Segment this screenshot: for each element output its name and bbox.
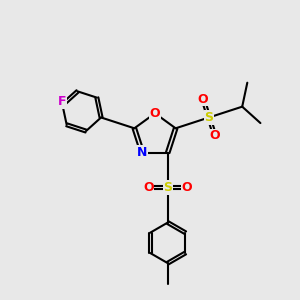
Text: F: F <box>58 95 67 108</box>
Text: O: O <box>210 129 220 142</box>
Text: O: O <box>143 181 154 194</box>
Text: O: O <box>198 93 208 106</box>
Text: O: O <box>182 181 192 194</box>
Text: S: S <box>204 111 213 124</box>
Text: S: S <box>163 181 172 194</box>
Text: O: O <box>150 107 160 120</box>
Text: N: N <box>137 146 147 159</box>
